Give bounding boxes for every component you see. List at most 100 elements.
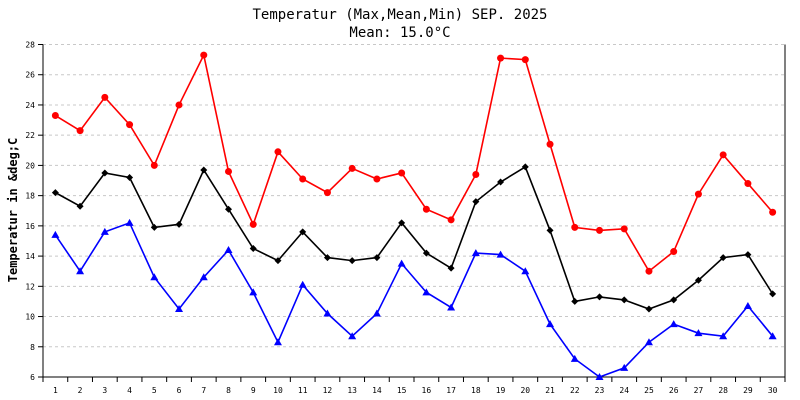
data-point-min xyxy=(150,273,159,281)
x-tick-label: 29 xyxy=(743,386,753,395)
data-point-max xyxy=(249,220,257,228)
data-point-min xyxy=(719,332,728,340)
x-tick-label: 3 xyxy=(102,386,107,395)
data-point-min xyxy=(471,249,480,257)
series-line-mean xyxy=(54,165,774,310)
data-point-min xyxy=(125,218,134,226)
y-axis-label: Temperatur in &deg;C xyxy=(6,138,20,283)
data-point-min xyxy=(199,273,208,281)
data-point-max xyxy=(472,170,480,178)
chart-title: Temperatur (Max,Mean,Min) SEP. 2025 xyxy=(252,7,547,23)
data-point-min xyxy=(620,363,629,371)
x-tick-label: 6 xyxy=(177,386,182,395)
x-tick-label: 22 xyxy=(570,386,580,395)
x-tick-label: 27 xyxy=(694,386,704,395)
data-point-mean xyxy=(225,205,232,213)
data-point-min xyxy=(397,259,406,267)
data-point-mean xyxy=(398,219,406,227)
data-point-mean xyxy=(521,163,529,171)
data-point-mean xyxy=(51,189,59,197)
y-tick-label: 6 xyxy=(30,373,35,382)
grid xyxy=(43,44,785,348)
data-point-max xyxy=(620,225,628,233)
data-point-min xyxy=(372,309,381,317)
data-point-max xyxy=(101,93,109,101)
series-line-min xyxy=(54,221,774,378)
data-point-mean xyxy=(299,228,307,236)
data-point-max xyxy=(694,190,702,198)
x-tick-label: 12 xyxy=(323,386,333,395)
x-tick-label: 21 xyxy=(545,386,555,395)
data-point-mean xyxy=(571,297,579,305)
data-point-mean xyxy=(769,290,777,298)
series-line-max xyxy=(54,52,774,273)
x-tick-label: 13 xyxy=(347,386,357,395)
y-tick-label: 8 xyxy=(30,343,35,352)
data-point-max xyxy=(719,151,727,159)
data-point-max xyxy=(225,167,232,175)
data-point-min xyxy=(694,329,703,337)
data-point-max xyxy=(175,101,183,109)
x-tick-label: 15 xyxy=(397,386,407,395)
data-point-mean xyxy=(670,296,678,304)
data-point-mean xyxy=(249,245,257,253)
data-point-min xyxy=(298,280,307,288)
data-point-max xyxy=(744,180,752,188)
series-mean xyxy=(51,163,777,313)
data-point-max xyxy=(670,248,678,256)
data-point-max xyxy=(348,164,356,172)
y-tick-label: 28 xyxy=(25,41,35,50)
series-group xyxy=(51,51,777,380)
data-point-max xyxy=(150,161,158,169)
data-point-min xyxy=(496,250,505,258)
data-point-max xyxy=(521,56,529,64)
data-point-max xyxy=(51,112,59,120)
x-tick-label: 7 xyxy=(201,386,206,395)
data-point-min xyxy=(224,246,233,254)
data-point-min xyxy=(348,332,357,340)
data-point-mean xyxy=(645,305,653,313)
x-tick-label: 17 xyxy=(446,386,456,395)
data-point-max xyxy=(200,51,208,59)
x-tick-label: 14 xyxy=(372,386,382,395)
x-tick-label: 20 xyxy=(520,386,530,395)
x-tick-label: 19 xyxy=(496,386,506,395)
data-point-min xyxy=(273,338,282,346)
data-point-min xyxy=(100,227,109,235)
data-point-min xyxy=(51,230,60,238)
y-tick-label: 26 xyxy=(25,71,35,80)
data-point-max xyxy=(596,226,603,234)
data-point-min xyxy=(76,267,85,275)
data-point-mean xyxy=(76,202,84,210)
data-point-min xyxy=(422,288,431,296)
data-point-max xyxy=(274,148,282,156)
data-point-min xyxy=(521,267,530,275)
data-point-mean xyxy=(323,254,331,262)
data-point-mean xyxy=(348,257,356,265)
x-tick-label: 4 xyxy=(127,386,132,395)
series-min xyxy=(51,218,777,380)
data-point-mean xyxy=(373,254,381,262)
data-point-mean xyxy=(472,198,480,206)
x-tick-label: 30 xyxy=(768,386,778,395)
y-tick-label: 14 xyxy=(25,252,35,261)
data-point-mean xyxy=(744,251,752,259)
data-point-max xyxy=(769,208,777,216)
data-point-min xyxy=(570,354,579,362)
data-point-min xyxy=(644,338,653,346)
data-point-mean xyxy=(694,276,702,284)
data-point-min xyxy=(323,309,332,317)
y-tick-label: 22 xyxy=(25,131,35,140)
x-tick-label: 2 xyxy=(78,386,83,395)
series-max xyxy=(51,51,777,275)
data-point-max xyxy=(546,140,554,148)
data-point-mean xyxy=(101,169,109,177)
data-point-min xyxy=(546,320,555,328)
y-tick-label: 12 xyxy=(25,282,35,291)
data-point-mean xyxy=(200,166,208,174)
data-point-mean xyxy=(422,249,430,257)
x-tick-label: 25 xyxy=(644,386,654,395)
data-point-min xyxy=(595,373,604,380)
